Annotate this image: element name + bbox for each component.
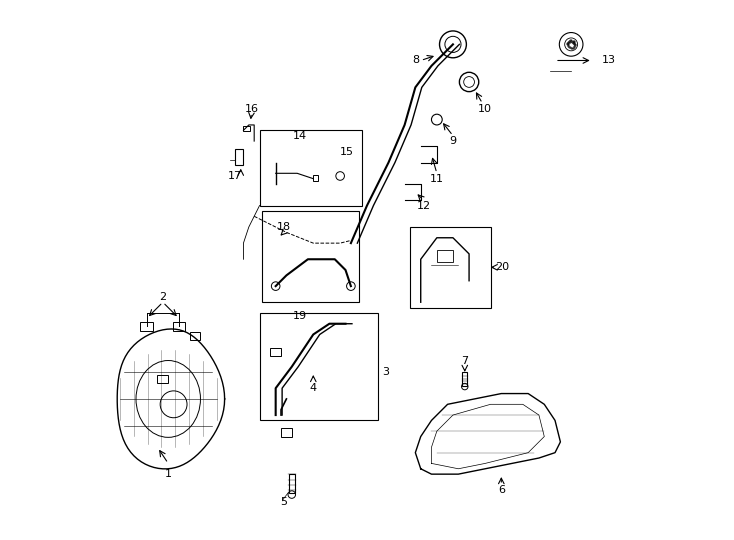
Text: 11: 11 [430,174,444,184]
Text: 6: 6 [498,485,505,495]
Text: 16: 16 [244,104,258,114]
Bar [410,227,490,308]
Text: 15: 15 [340,147,354,157]
Bar [437,250,453,262]
Text: 3: 3 [382,367,389,377]
Text: 7: 7 [461,356,468,366]
Bar [172,322,186,330]
Text: 5: 5 [280,497,287,507]
Bar [262,211,359,302]
Text: 18: 18 [277,222,291,232]
Bar [288,474,295,493]
Text: 14: 14 [293,131,307,141]
Bar [462,372,468,386]
Text: 17: 17 [228,171,242,181]
Text: 8: 8 [412,56,419,65]
Bar [244,126,250,131]
Text: 13: 13 [602,56,616,65]
Bar [140,322,153,330]
Bar [270,348,281,356]
Bar [281,428,292,436]
Text: 20: 20 [495,262,509,272]
Text: 9: 9 [449,136,457,146]
Text: 10: 10 [478,104,493,114]
Text: 12: 12 [416,200,430,211]
Bar [260,313,378,421]
Bar [260,130,362,206]
Bar [158,375,168,383]
Bar [313,175,318,181]
Bar [236,149,244,165]
Text: 19: 19 [293,310,307,321]
Text: 4: 4 [310,383,317,393]
Bar [189,332,200,340]
Text: 1: 1 [164,469,172,479]
Text: 2: 2 [159,292,167,302]
